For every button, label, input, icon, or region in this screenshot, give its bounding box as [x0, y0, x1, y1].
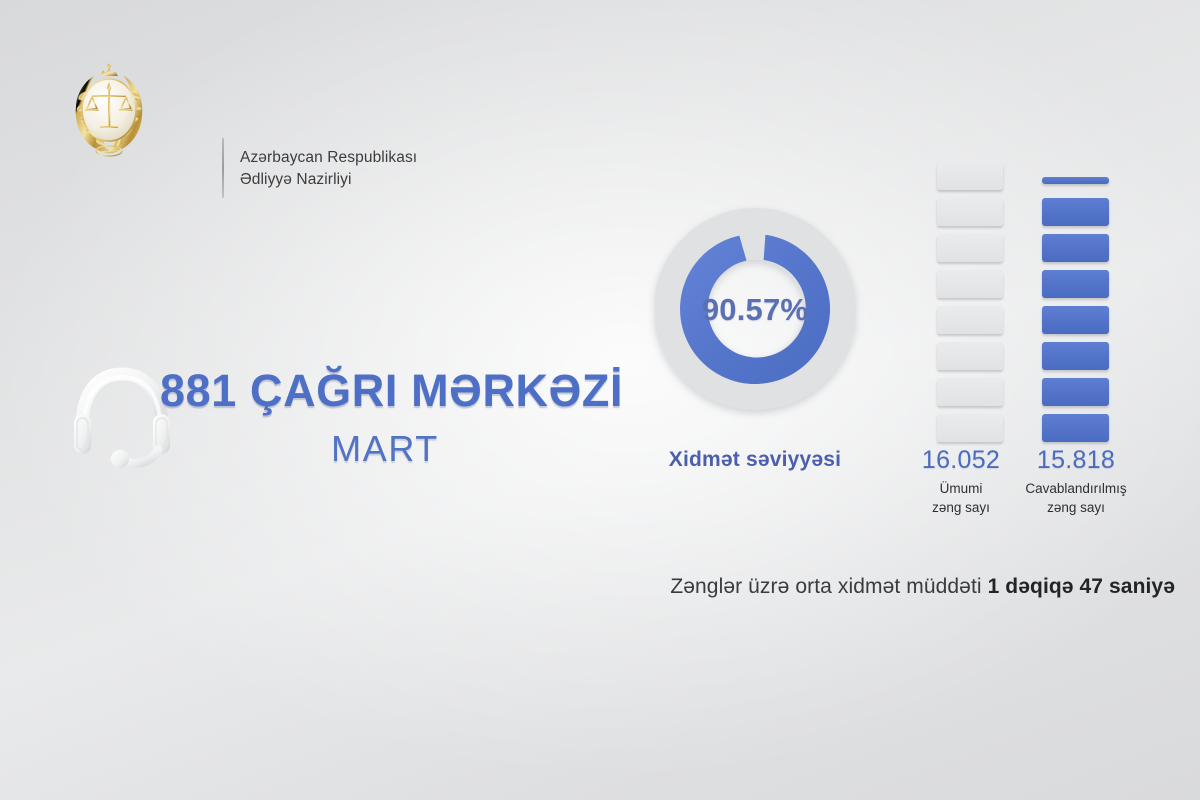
month-label: MART [331, 428, 439, 469]
organization-name: Azərbaycan Respublikası Ədliyyə Nazirliy… [240, 149, 418, 188]
average-duration-value: 1 dəqiqə 47 saniyə [987, 575, 1175, 598]
answered-calls-meta: 15.818 Cavablandırılmış zəng sayı [1012, 446, 1140, 517]
donut-chart [655, 208, 855, 410]
logo-divider [222, 138, 224, 198]
average-duration-line: Zənglər üzrə orta xidmət müddəti 1 dəqiq… [0, 575, 1175, 599]
answered-calls-label: Cavablandırılmış zəng sayı [1025, 481, 1127, 515]
answered-calls-value: 15.818 [1036, 446, 1116, 474]
total-calls-meta: 16.052 Ümumi zəng sayı [908, 446, 1014, 517]
service-level-value: 90.57% [701, 291, 809, 327]
average-duration-prefix: Zənglər üzrə orta xidmət müddəti [670, 575, 988, 598]
title-block: 881 ÇAĞRI MƏRKƏZİ MART [160, 364, 624, 470]
ministry-logo-block: Azərbaycan Respublikası Ədliyyə Nazirliy… [70, 62, 470, 198]
service-level-caption: Xidmət səviyyəsi [668, 448, 842, 471]
calls-bar-chart: 16.052 Ümumi zəng sayı 15.818 Cavablandı… [920, 150, 1130, 530]
page-title: 881 ÇAĞRI MƏRKƏZİ [160, 365, 624, 416]
headset-icon [74, 367, 170, 468]
total-calls-label: Ümumi zəng sayı [932, 481, 990, 515]
total-calls-value: 16.052 [921, 446, 1001, 474]
service-level-donut: 90.57% [655, 207, 855, 412]
justice-scales-emblem-icon [75, 63, 143, 157]
